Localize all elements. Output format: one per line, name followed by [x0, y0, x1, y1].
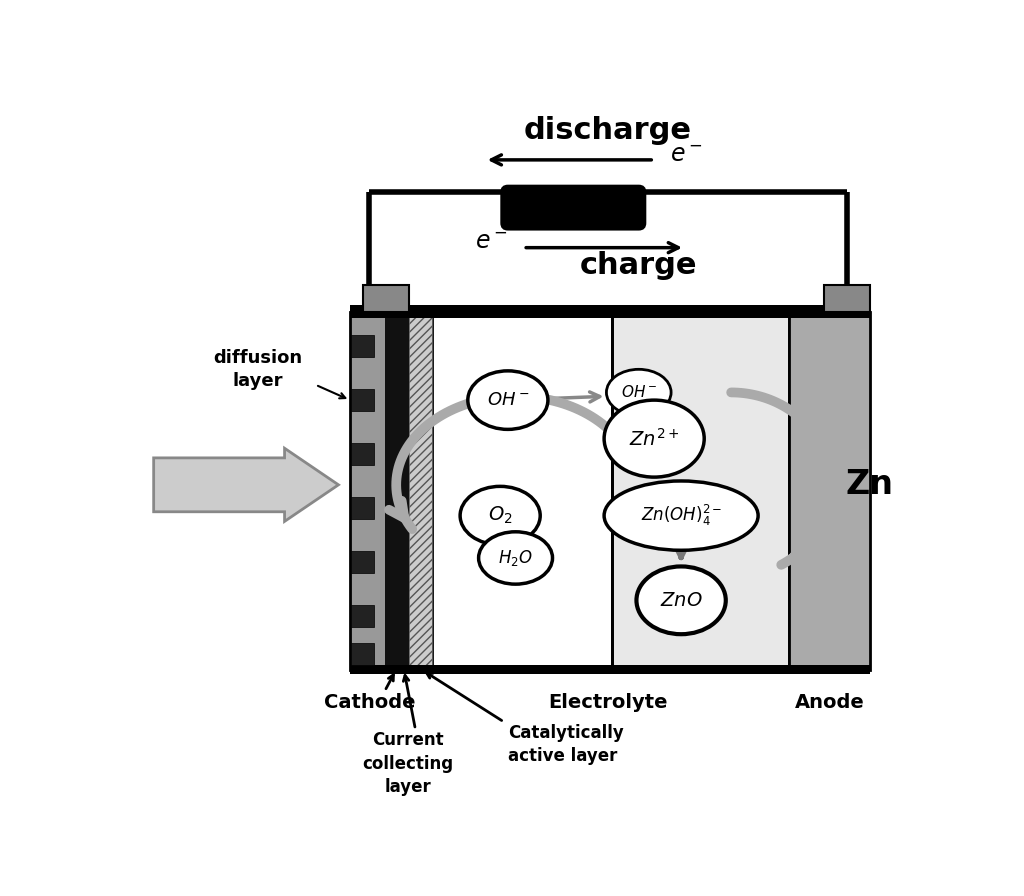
Bar [351, 643, 374, 665]
Text: Cathode: Cathode [324, 693, 415, 711]
Text: Current
collecting
layer: Current collecting layer [362, 731, 454, 797]
Bar [350, 312, 431, 669]
Bar [351, 551, 374, 573]
Bar [350, 306, 869, 318]
FancyBboxPatch shape [502, 186, 645, 229]
Text: $e^-$: $e^-$ [475, 230, 508, 254]
Text: $OH^-$: $OH^-$ [486, 392, 529, 409]
Text: $ZnO$: $ZnO$ [659, 590, 702, 610]
Ellipse shape [478, 532, 553, 584]
Text: diffusion
layer: diffusion layer [213, 349, 302, 390]
Ellipse shape [604, 481, 758, 550]
Ellipse shape [604, 401, 705, 477]
Text: Electrolyte: Electrolyte [548, 693, 668, 711]
Bar [351, 335, 374, 357]
Ellipse shape [468, 371, 548, 429]
Bar [385, 312, 410, 669]
Ellipse shape [637, 566, 726, 634]
FancyArrow shape [154, 448, 339, 521]
Bar [788, 312, 869, 669]
Bar [351, 605, 374, 626]
Ellipse shape [606, 369, 671, 416]
Text: $H_2O$: $H_2O$ [498, 548, 532, 568]
Text: $e^-$: $e^-$ [670, 143, 702, 168]
Text: $O_2$: $O_2$ [487, 505, 512, 526]
Text: charge: charge [580, 251, 697, 280]
Bar [351, 497, 374, 519]
Ellipse shape [460, 487, 541, 545]
Bar [432, 312, 611, 669]
Bar [350, 665, 869, 675]
Text: $Zn(OH)_4^{2-}$: $Zn(OH)_4^{2-}$ [640, 503, 722, 528]
Text: Air: Air [214, 470, 263, 499]
Bar [351, 390, 374, 411]
Text: $Zn^{2+}$: $Zn^{2+}$ [629, 427, 679, 450]
Text: Anode: Anode [795, 693, 864, 711]
Text: $OH^-$: $OH^-$ [621, 384, 657, 401]
Text: Zn: Zn [846, 469, 894, 502]
Bar [823, 285, 869, 312]
Bar [364, 285, 410, 312]
Bar [611, 312, 788, 669]
Text: discharge: discharge [524, 116, 692, 145]
Bar [410, 312, 432, 669]
Bar [351, 444, 374, 465]
Text: Catalytically
active layer: Catalytically active layer [508, 724, 624, 765]
